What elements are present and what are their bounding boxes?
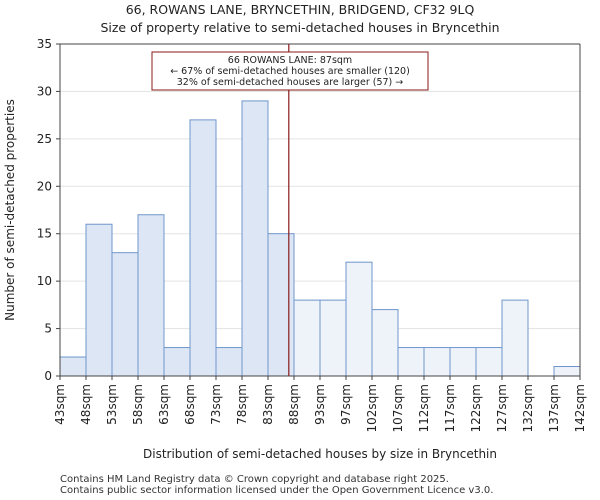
annotation-line-3: 32% of semi-detached houses are larger (… [177,77,404,88]
x-tick-label: 83sqm [261,384,275,425]
y-tick-label: 0 [44,369,52,383]
x-tick-label: 112sqm [417,384,431,432]
annotation-box [151,51,429,91]
footer-line-2: Contains public sector information licen… [60,485,494,496]
histogram-bar[interactable] [111,252,139,377]
x-tick-label: 107sqm [391,384,405,432]
histogram-bar[interactable] [85,223,113,377]
y-tick-label: 25 [37,132,52,146]
x-tick-label: 117sqm [443,384,457,432]
histogram-bar[interactable] [189,119,217,377]
y-tick-label: 35 [37,37,52,51]
x-tick-label: 73sqm [209,384,223,425]
histogram-chart: 0 5 10 15 20 25 30 35 43sqm 48sqm 53sqm 58sqm 63sqm 6… [3,37,587,461]
footer-line-1: Contains HM Land Registry data © Crown c… [60,474,449,485]
x-tick-label: 132sqm [521,384,535,432]
annotation-line-2: ← 67% of semi-detached houses are smalle… [170,66,410,77]
x-tick-label: 58sqm [131,384,145,425]
chart-title: 66, ROWANS LANE, BRYNCETHIN, BRIDGEND, C… [125,2,475,17]
x-tick-label: 48sqm [79,384,93,425]
histogram-bar[interactable] [371,309,399,377]
histogram-bar[interactable] [59,356,87,377]
x-tick-label: 122sqm [469,384,483,432]
histogram-bar[interactable] [397,347,425,377]
x-tick-label: 88sqm [287,384,301,425]
histogram-bar[interactable] [553,366,581,377]
histogram-bar[interactable] [137,214,165,377]
x-tick-label: 78sqm [235,384,249,425]
histogram-bar[interactable] [215,347,243,377]
x-tick-label: 127sqm [495,384,509,432]
y-tick-label: 15 [37,227,52,241]
x-tick-label: 97sqm [339,384,353,425]
histogram-bar[interactable] [319,299,347,377]
chart-subtitle: Size of property relative to semi-detach… [100,20,500,35]
x-tick-label: 102sqm [365,384,379,432]
x-tick-label: 53sqm [105,384,119,425]
histogram-bar[interactable] [423,347,451,377]
histogram-bar[interactable] [267,233,295,377]
x-tick-label: 142sqm [573,384,587,432]
y-tick-label: 20 [37,179,52,193]
x-tick-label: 68sqm [183,384,197,425]
histogram-bar[interactable] [293,299,321,377]
x-tick-label: 137sqm [547,384,561,432]
y-tick-label: 10 [37,274,52,288]
histogram-bar[interactable] [501,299,529,377]
histogram-bar[interactable] [241,100,269,377]
y-tick-label: 30 [37,84,52,98]
x-tick-label: 93sqm [313,384,327,425]
annotation-line-1: 66 ROWANS LANE: 87sqm [228,55,352,66]
histogram-bar[interactable] [475,347,503,377]
histogram-bar[interactable] [449,347,477,377]
x-tick-label: 63sqm [157,384,171,425]
x-axis-label: Distribution of semi-detached houses by … [143,447,497,461]
x-tick-label: 43sqm [53,384,67,425]
histogram-bar[interactable] [345,261,373,377]
y-axis-label: Number of semi-detached properties [3,99,17,321]
y-tick-label: 5 [44,322,52,336]
histogram-bar[interactable] [163,347,191,377]
